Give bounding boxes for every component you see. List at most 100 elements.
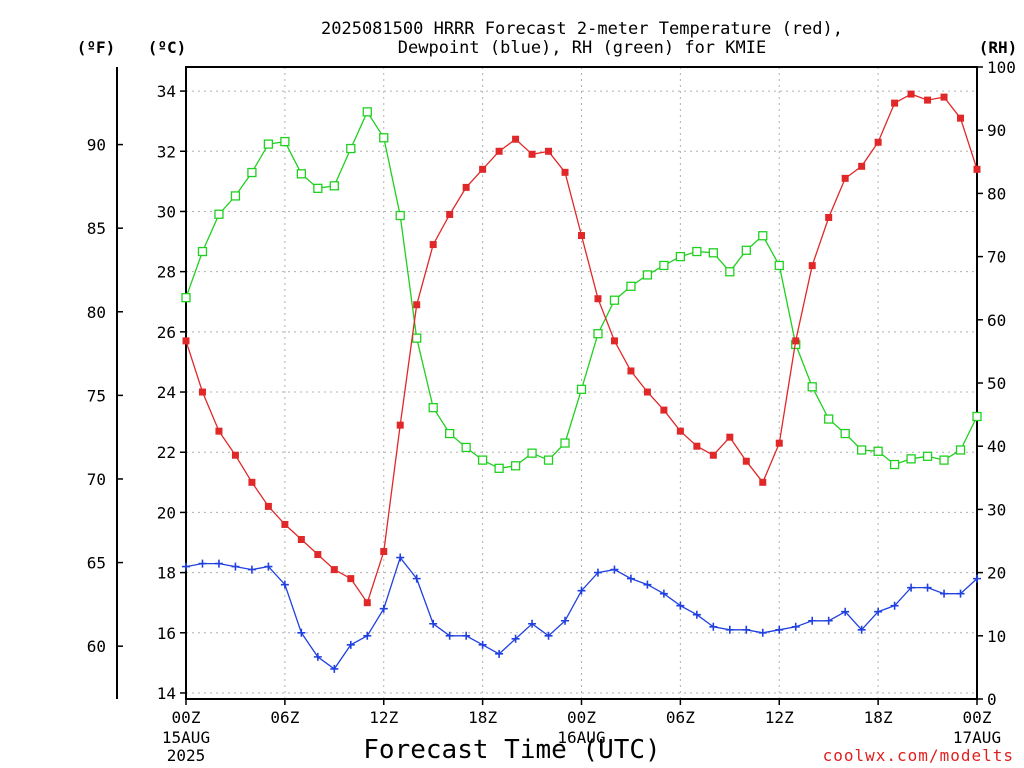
dewpoint-series-point-31 (692, 610, 701, 619)
x-tick-label-4: 00Z (567, 708, 596, 727)
temperature-series-point-14 (413, 301, 421, 309)
rh-series-point-44 (906, 454, 916, 464)
axis-layer: 00Z 06Z 12Z 18Z 00Z 06Z 12Z 18Z 00Z15AUG202516AU… (87, 58, 1016, 765)
temperature-series-point-29 (660, 406, 668, 414)
rh-series-point-30 (675, 251, 686, 262)
rh-series-point-15 (428, 402, 438, 413)
dewpoint-series-point-12 (379, 604, 388, 613)
rh-series-point-35 (758, 231, 768, 241)
dewpoint-series-markers (182, 553, 981, 673)
dewpoint-series-point-6 (280, 580, 289, 589)
rh-series-point-29 (659, 260, 669, 271)
dewpoint-series-point-7 (297, 628, 306, 637)
dewpoint-series-point-20 (511, 634, 520, 643)
dewpoint-series-point-1 (198, 559, 207, 568)
temperature-series-point-25 (594, 295, 602, 303)
celsius-tick-label-28: 28 (157, 263, 176, 282)
celsius-tick-label-30: 30 (157, 202, 176, 221)
date-label-0-1: 2025 (167, 746, 206, 765)
x-tick-label-8: 00Z (963, 708, 992, 727)
rh-series-point-24 (576, 384, 587, 394)
rh-series-point-16 (445, 428, 455, 439)
temperature-series-point-10 (347, 575, 355, 583)
temperature-series-point-1 (198, 388, 206, 396)
temperature-series-point-23 (561, 168, 569, 176)
temperature-series-point-4 (248, 478, 256, 486)
dewpoint-series-point-46 (940, 589, 949, 598)
dewpoint-series-point-37 (791, 622, 800, 631)
fahrenheit-tick-label-80: 80 (87, 303, 106, 322)
dewpoint-series-point-47 (956, 589, 965, 598)
rh-series-point-41 (856, 445, 867, 455)
temperature-series-point-45 (924, 96, 932, 104)
temperature-series-point-12 (380, 548, 388, 556)
rh-series-point-14 (412, 333, 422, 343)
rh-tick-label-80: 80 (987, 184, 1006, 203)
dewpoint-series-point-2 (214, 559, 223, 568)
temperature-series-point-6 (281, 520, 289, 528)
dewpoint-series-point-30 (676, 601, 685, 610)
rh-tick-label-70: 70 (987, 248, 1006, 267)
rh-series-point-28 (642, 270, 653, 280)
rh-series-point-26 (609, 295, 620, 305)
dewpoint-series-point-16 (445, 631, 454, 640)
temperature-series-point-9 (330, 566, 338, 574)
temperature-series-point-13 (396, 421, 404, 429)
temperature-series-point-36 (775, 439, 783, 447)
fahrenheit-tick-label-60: 60 (87, 637, 106, 656)
dewpoint-series-point-42 (874, 607, 883, 616)
temperature-series-point-34 (742, 457, 750, 465)
rh-series-point-39 (824, 414, 834, 424)
rh-series-point-7 (296, 169, 307, 179)
dewpoint-series-point-0 (182, 562, 190, 571)
rh-series-point-47 (955, 445, 966, 455)
celsius-tick-label-34: 34 (157, 82, 176, 101)
temperature-series-point-32 (709, 451, 717, 459)
dewpoint-series-point-11 (363, 631, 372, 640)
dewpoint-series-point-15 (429, 619, 438, 628)
dewpoint-series-point-21 (528, 619, 537, 628)
unit-label-rh: (RH) (979, 38, 1018, 57)
temperature-series-point-17 (462, 183, 470, 191)
celsius-tick-label-20: 20 (157, 503, 176, 522)
rh-series-point-6 (280, 136, 290, 147)
temperature-series-point-8 (314, 551, 322, 559)
temperature-series-point-30 (676, 427, 684, 435)
temperature-series-point-26 (610, 337, 618, 345)
dewpoint-series-point-39 (824, 616, 833, 625)
rh-series-point-3 (230, 191, 241, 201)
celsius-tick-label-22: 22 (157, 443, 176, 462)
rh-series-point-2 (214, 209, 224, 219)
temperature-series-point-44 (907, 90, 915, 98)
dewpoint-series-point-27 (626, 574, 635, 583)
temperature-series-point-35 (759, 478, 767, 486)
rh-series-point-22 (543, 455, 554, 465)
rh-series-point-9 (329, 181, 339, 191)
dewpoint-series-point-40 (841, 607, 850, 616)
temperature-series-point-43 (891, 99, 899, 107)
celsius-tick-label-18: 18 (157, 564, 176, 583)
rh-tick-label-60: 60 (987, 311, 1006, 330)
dewpoint-series-point-38 (808, 616, 817, 625)
rh-series-point-11 (362, 107, 372, 117)
rh-series-markers (181, 107, 982, 473)
rh-tick-label-20: 20 (987, 564, 1006, 583)
fahrenheit-tick-label-90: 90 (87, 136, 106, 155)
celsius-tick-label-14: 14 (157, 684, 176, 703)
rh-series-point-34 (741, 245, 751, 255)
rh-tick-label-50: 50 (987, 374, 1006, 393)
x-axis-label: Forecast Time (UTC) (363, 735, 660, 765)
temperature-series-point-16 (446, 210, 454, 218)
rh-series-point-20 (510, 461, 521, 471)
dewpoint-series-point-48 (973, 574, 981, 583)
x-tick-label-0: 00Z (172, 708, 201, 727)
temperature-series-point-7 (297, 535, 305, 543)
temperature-series-point-47 (957, 114, 965, 122)
rh-series-point-33 (725, 267, 735, 277)
x-tick-label-1: 06Z (270, 708, 299, 727)
temperature-series-point-19 (495, 147, 503, 155)
date-label-1-0: 16AUG (557, 728, 605, 747)
temperature-series-point-38 (808, 262, 816, 270)
rh-series-point-23 (560, 438, 570, 448)
temperature-series-point-48 (973, 165, 981, 173)
